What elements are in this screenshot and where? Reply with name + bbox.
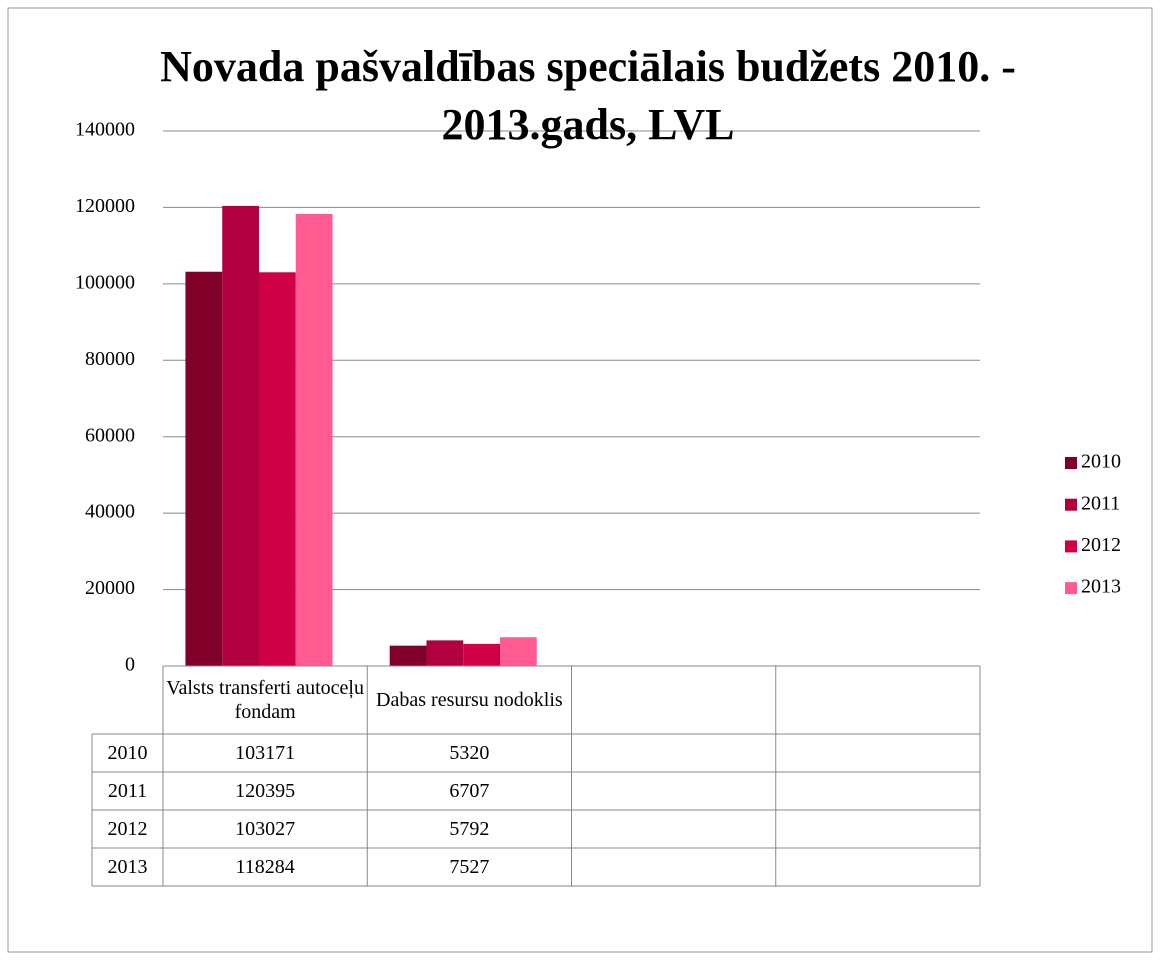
category-label-box: Dabas resursu nodoklis xyxy=(376,689,563,711)
table-series-name-box: 2011 xyxy=(107,780,148,802)
legend-label: 2011 xyxy=(1081,492,1120,514)
y-tick-label: 100000 xyxy=(75,271,135,293)
table-value-box: 103171 xyxy=(235,742,296,764)
bar xyxy=(222,205,259,666)
table-value-box: 7527 xyxy=(449,856,490,878)
table-value: 103171 xyxy=(235,742,296,764)
bar xyxy=(500,637,537,666)
table-value-box: 120395 xyxy=(235,780,296,802)
bar xyxy=(389,645,427,666)
table-value: 6707 xyxy=(449,780,490,802)
chart-title-box: Novada pašvaldības speciālais budžets 20… xyxy=(160,42,1016,149)
table-value-box: 6707 xyxy=(449,780,490,802)
y-tick-label: 60000 xyxy=(85,424,135,446)
table-value-box: 118284 xyxy=(235,856,295,878)
bar xyxy=(295,213,333,666)
table-series-name: 2010 xyxy=(107,742,148,764)
table-value-box: 103027 xyxy=(235,818,296,840)
table-value-box: 5320 xyxy=(449,742,490,764)
bar xyxy=(426,640,464,666)
table-value: 103027 xyxy=(235,818,296,840)
table-value: 5792 xyxy=(449,818,490,840)
legend-swatch xyxy=(1065,582,1077,595)
table-series-name-box: 2010 xyxy=(107,742,148,764)
legend-label: 2013 xyxy=(1081,576,1121,598)
y-tick-label: 140000 xyxy=(75,119,135,141)
table-value: 7527 xyxy=(449,856,490,878)
legend-label: 2012 xyxy=(1081,534,1121,556)
table-series-name-box: 2012 xyxy=(107,818,148,840)
y-tick-label: 120000 xyxy=(75,195,135,217)
bar xyxy=(463,643,501,666)
legend-swatch xyxy=(1065,498,1077,511)
table-value: 120395 xyxy=(235,780,296,802)
legend-swatch xyxy=(1065,540,1077,553)
table-series-name: 2012 xyxy=(107,818,148,840)
y-tick-label: 20000 xyxy=(85,577,135,599)
chart-title: Novada pašvaldības speciālais budžets 20… xyxy=(160,42,1016,149)
y-tick-label: 40000 xyxy=(85,501,135,523)
y-tick-label: 80000 xyxy=(85,348,135,370)
legend-label: 2010 xyxy=(1081,451,1121,473)
table-series-name: 2011 xyxy=(107,780,148,802)
bar xyxy=(258,272,296,666)
bar xyxy=(185,271,223,666)
y-tick-label: 0 xyxy=(125,654,135,676)
table-value: 118284 xyxy=(235,856,295,878)
category-label-box: Valsts transferti autoceļu fondam xyxy=(166,677,364,723)
table-value: 5320 xyxy=(449,742,490,764)
category-label: Valsts transferti autoceļu fondam xyxy=(166,677,364,723)
legend-swatch xyxy=(1065,457,1077,469)
category-label: Dabas resursu nodoklis xyxy=(376,689,563,711)
table-value-box: 5792 xyxy=(449,818,490,840)
table-series-name: 2013 xyxy=(107,856,148,878)
table-series-name-box: 2013 xyxy=(107,856,148,878)
